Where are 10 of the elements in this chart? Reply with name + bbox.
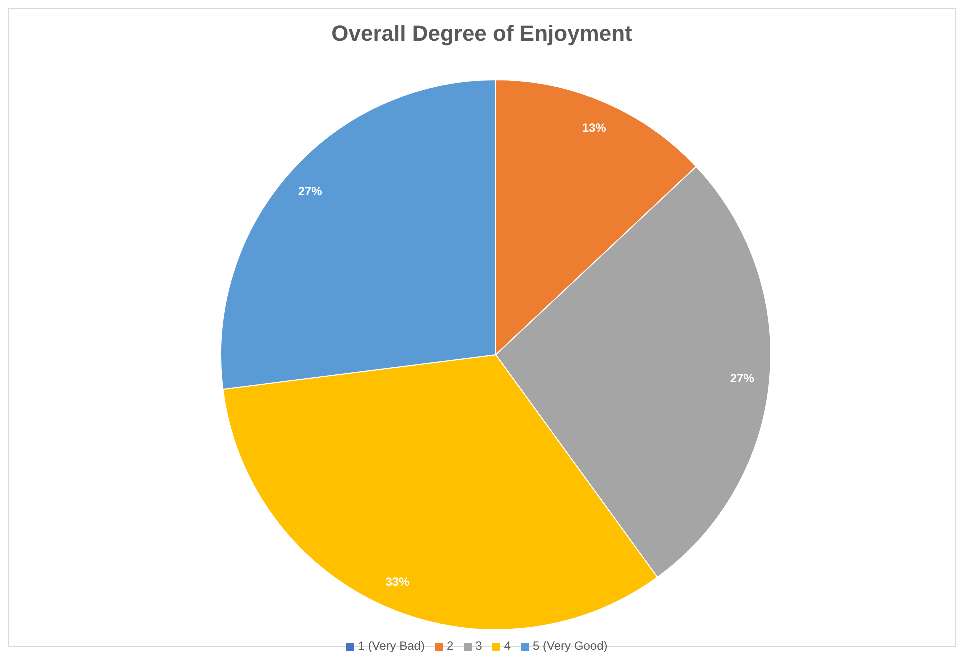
data-label: 33% <box>386 575 410 590</box>
data-label: 27% <box>730 371 755 386</box>
legend-label: 2 <box>446 639 454 653</box>
legend-label: 1 (Very Bad) <box>358 639 425 653</box>
legend-label: 4 <box>504 639 512 653</box>
chart-title: Overall Degree of Enjoyment <box>330 20 634 48</box>
data-label: 13% <box>582 120 607 135</box>
legend-label: 5 (Very Good) <box>533 639 608 653</box>
data-label: 27% <box>298 184 323 198</box>
legend-label: 3 <box>476 639 482 653</box>
